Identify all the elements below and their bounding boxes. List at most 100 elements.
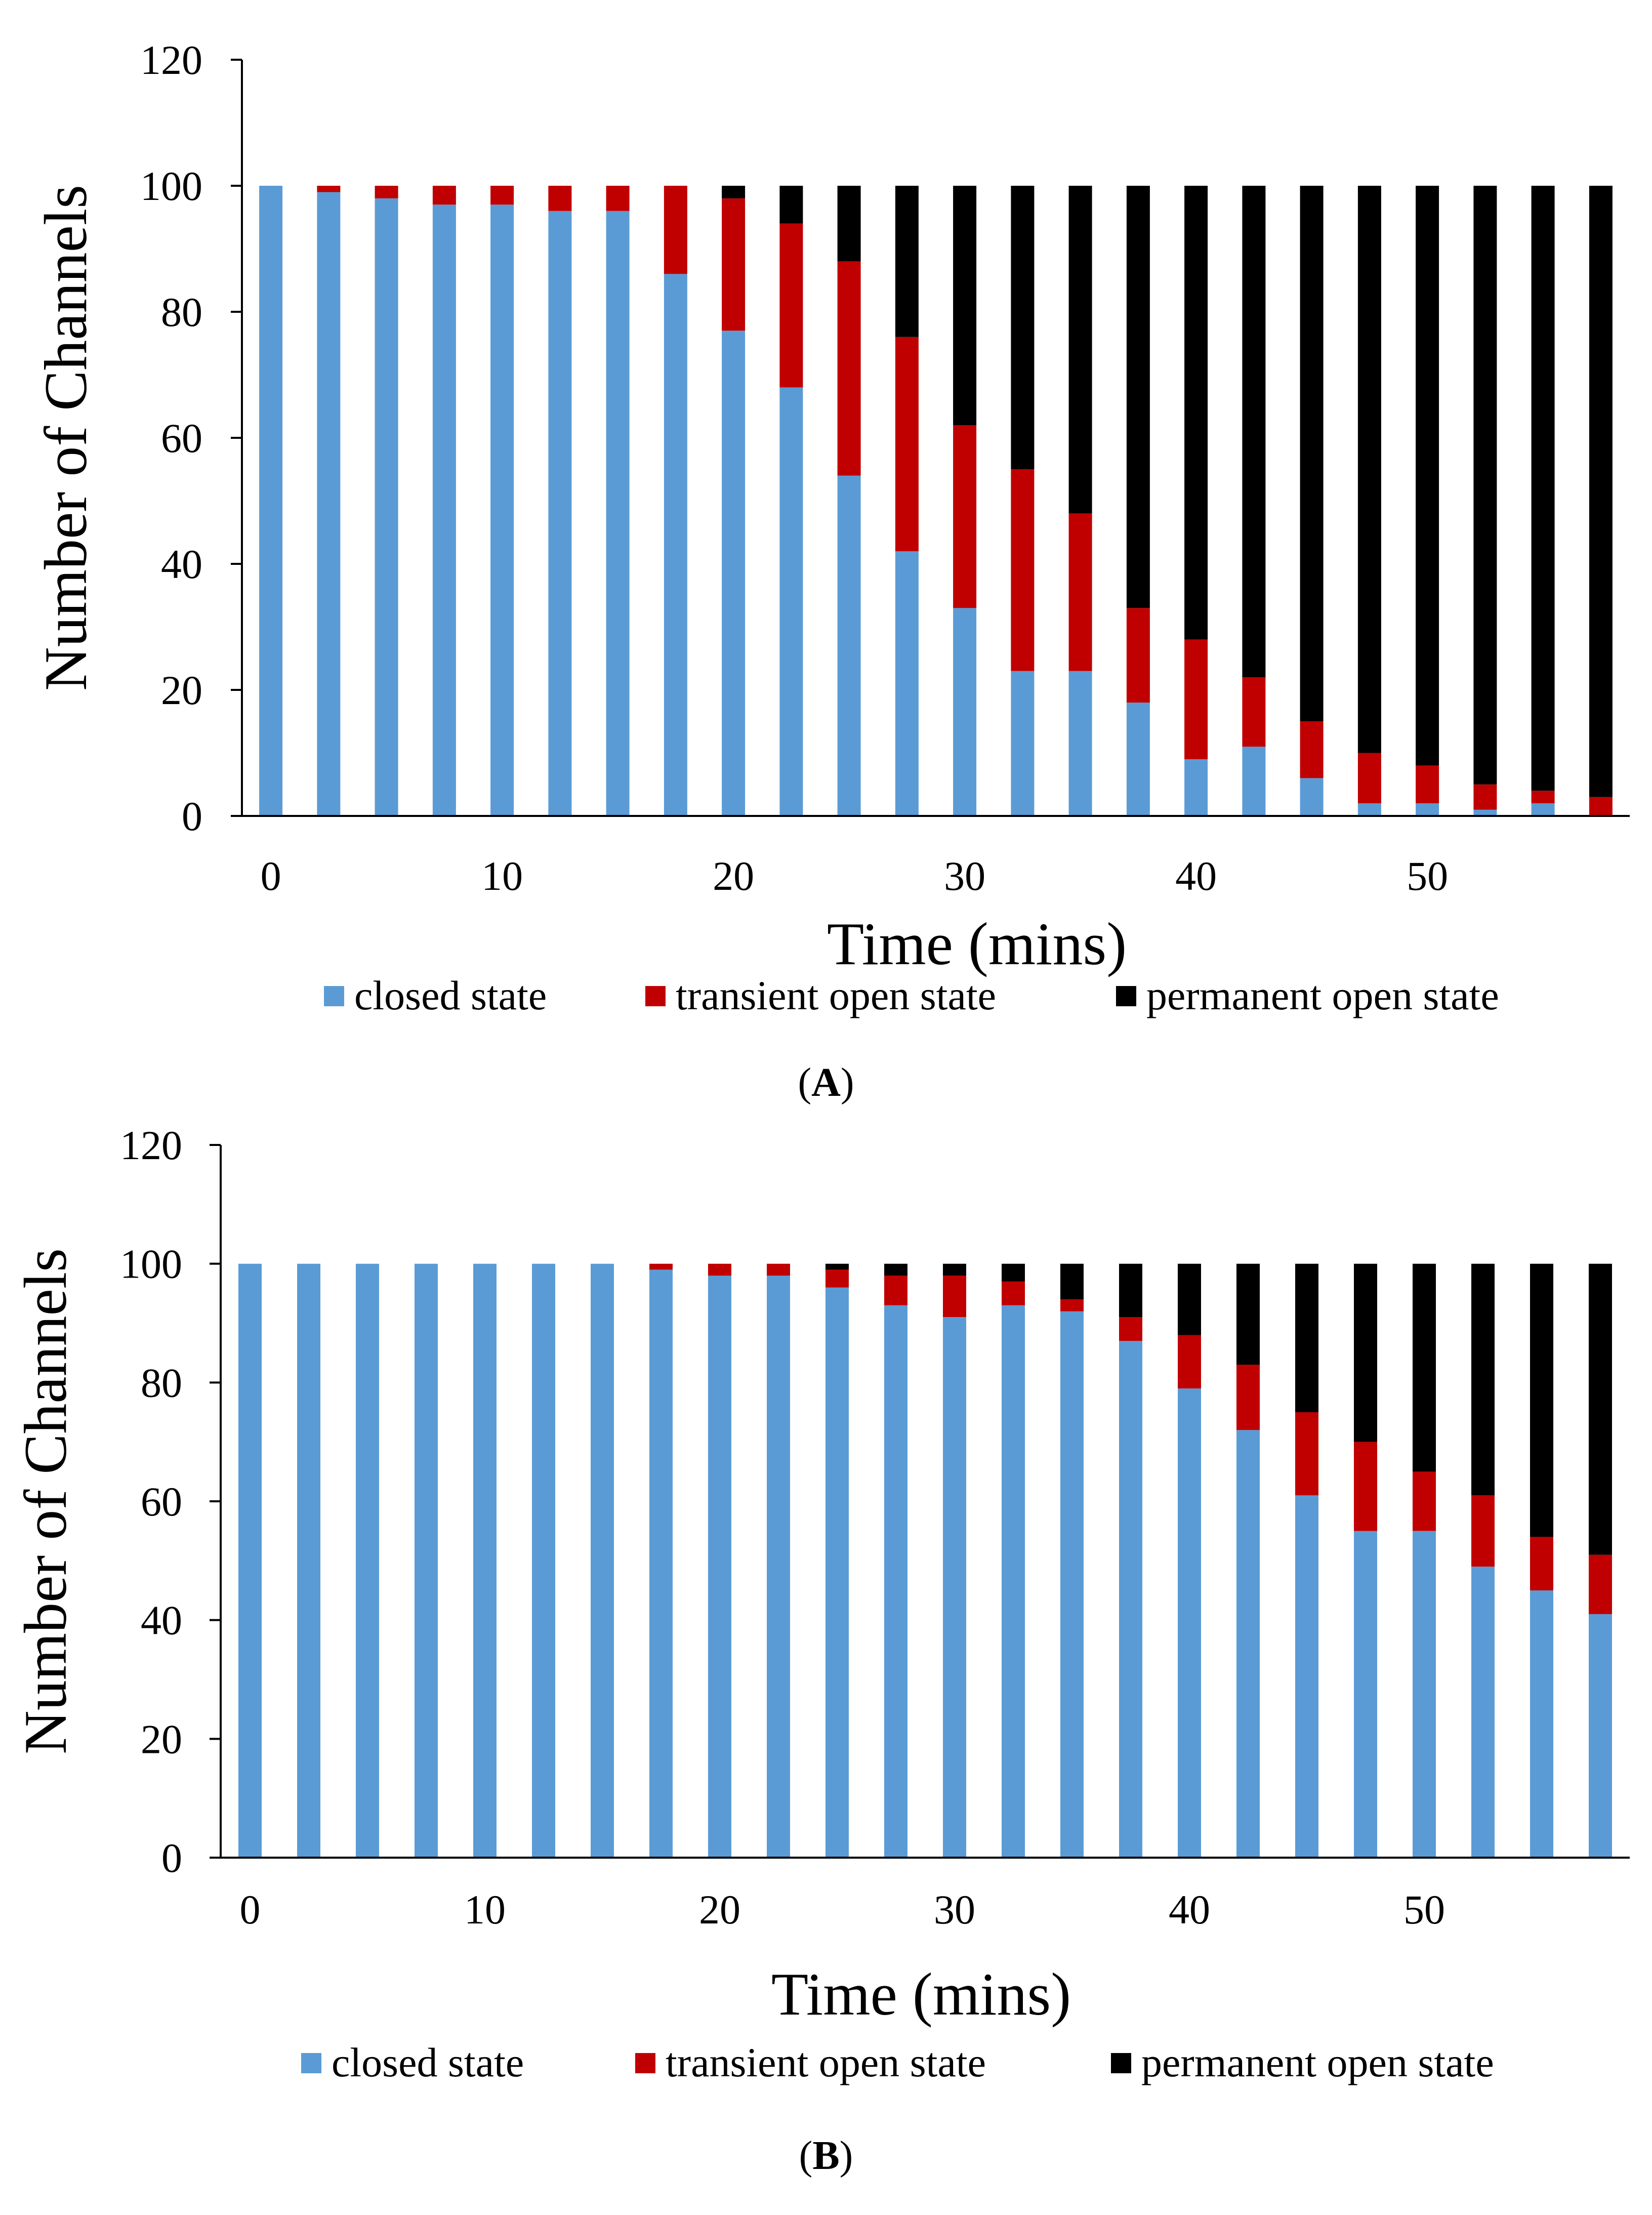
bar-permanent-11	[884, 1264, 907, 1276]
bar-closed-15	[1119, 1341, 1142, 1858]
bar-closed-2	[356, 1264, 379, 1858]
y-tick-label: 40	[161, 541, 202, 587]
bar-transient-13	[1002, 1282, 1025, 1305]
bar-closed-7	[649, 1269, 673, 1858]
bar-transient-17	[1242, 677, 1265, 747]
bar-closed-13	[1011, 671, 1034, 816]
y-tick-label: 100	[120, 1241, 182, 1287]
bar-closed-0	[238, 1264, 262, 1858]
bar-transient-1	[317, 186, 340, 192]
bar-permanent-17	[1236, 1264, 1260, 1365]
bar-closed-22	[1532, 803, 1555, 816]
panel-label: (B)	[799, 2134, 853, 2178]
y-tick-label: 60	[161, 415, 202, 461]
bar-permanent-16	[1178, 1264, 1201, 1335]
bar-permanent-13	[1002, 1264, 1025, 1282]
bar-closed-18	[1295, 1495, 1318, 1858]
panel-label-part: )	[840, 2134, 853, 2178]
bar-closed-4	[473, 1264, 497, 1858]
y-tick-label: 0	[182, 793, 202, 839]
bar-closed-3	[415, 1264, 438, 1858]
bar-permanent-14	[1060, 1264, 1084, 1299]
x-tick-label: 0	[240, 1886, 261, 1933]
x-axis-title: Time (mins)	[771, 1960, 1071, 2028]
bar-permanent-17	[1242, 186, 1265, 677]
bar-transient-12	[953, 425, 976, 608]
bar-permanent-13	[1011, 186, 1034, 469]
legend-label-closed: closed state	[354, 972, 547, 1018]
panel-label-part: (	[798, 1060, 811, 1105]
figure: 0204060801001200 10 20 30 40 50Time (mins)Num…	[0, 0, 1652, 2215]
bar-transient-6	[606, 186, 630, 211]
panel-label-part: A	[811, 1060, 841, 1105]
bar-closed-17	[1242, 747, 1265, 816]
bar-closed-8	[708, 1276, 731, 1858]
legend-swatch-permanent	[1116, 986, 1136, 1006]
y-tick-label: 20	[161, 667, 202, 713]
legend: closed state transient open state permanen…	[301, 2039, 1494, 2085]
bar-transient-11	[884, 1276, 907, 1305]
bar-closed-1	[317, 192, 340, 816]
bar-closed-19	[1354, 1531, 1377, 1858]
x-tick-label: 20	[699, 1886, 740, 1933]
bar-permanent-20	[1416, 186, 1439, 765]
bar-closed-13	[1002, 1305, 1025, 1858]
bar-transient-11	[895, 337, 919, 551]
y-tick-label: 80	[161, 289, 202, 335]
bar-closed-8	[722, 331, 745, 816]
bar-transient-16	[1184, 639, 1208, 759]
x-tick-label: 10	[481, 853, 523, 899]
bar-permanent-9	[779, 186, 803, 224]
y-tick-label: 20	[141, 1716, 182, 1762]
bar-closed-9	[767, 1276, 790, 1858]
bar-closed-16	[1178, 1388, 1201, 1858]
bar-transient-21	[1471, 1495, 1495, 1567]
panel-label: (A)	[798, 1060, 854, 1105]
y-tick-label: 80	[141, 1360, 182, 1406]
bar-transient-14	[1069, 513, 1092, 671]
bar-permanent-21	[1473, 186, 1497, 785]
bar-permanent-21	[1471, 1264, 1495, 1496]
bar-closed-4	[490, 204, 514, 816]
bar-permanent-12	[943, 1264, 966, 1276]
bar-transient-22	[1532, 791, 1555, 803]
legend-label-transient: transient open state	[666, 2039, 986, 2085]
bar-transient-20	[1416, 765, 1439, 803]
x-tick-label: 10	[464, 1886, 506, 1933]
bar-permanent-20	[1413, 1264, 1436, 1472]
bar-transient-9	[779, 224, 803, 388]
bar-transient-7	[664, 186, 687, 274]
bar-permanent-8	[722, 186, 745, 198]
bar-transient-16	[1178, 1335, 1201, 1389]
legend: closed state transient open state permanen…	[324, 972, 1499, 1018]
y-tick-label: 120	[120, 1122, 182, 1168]
bar-transient-19	[1354, 1442, 1377, 1531]
figure-background	[0, 0, 1652, 2215]
bar-permanent-15	[1127, 186, 1150, 608]
y-axis-title: Number of Channels	[12, 1248, 79, 1754]
bar-closed-12	[953, 608, 976, 816]
bar-permanent-22	[1530, 1264, 1553, 1537]
panel-label-part: B	[812, 2134, 839, 2178]
bar-closed-9	[779, 387, 803, 816]
bar-transient-15	[1127, 608, 1150, 703]
bar-closed-20	[1416, 803, 1439, 816]
bar-closed-20	[1413, 1531, 1436, 1858]
y-tick-label: 60	[141, 1479, 182, 1525]
legend-swatch-transient	[645, 986, 666, 1006]
bar-transient-10	[838, 261, 861, 475]
bar-transient-2	[375, 186, 398, 198]
bar-transient-17	[1236, 1365, 1260, 1430]
bar-transient-23	[1589, 1555, 1612, 1614]
bar-permanent-10	[838, 186, 861, 261]
bar-closed-21	[1471, 1567, 1495, 1858]
bar-transient-22	[1530, 1537, 1553, 1590]
bar-permanent-19	[1354, 1264, 1377, 1442]
bar-closed-10	[825, 1288, 849, 1858]
bar-transient-8	[708, 1264, 731, 1276]
y-tick-label: 100	[140, 163, 202, 209]
bar-transient-4	[490, 186, 514, 204]
bar-closed-15	[1127, 703, 1150, 816]
bar-permanent-19	[1358, 186, 1381, 753]
x-tick-label: 40	[1175, 853, 1217, 899]
